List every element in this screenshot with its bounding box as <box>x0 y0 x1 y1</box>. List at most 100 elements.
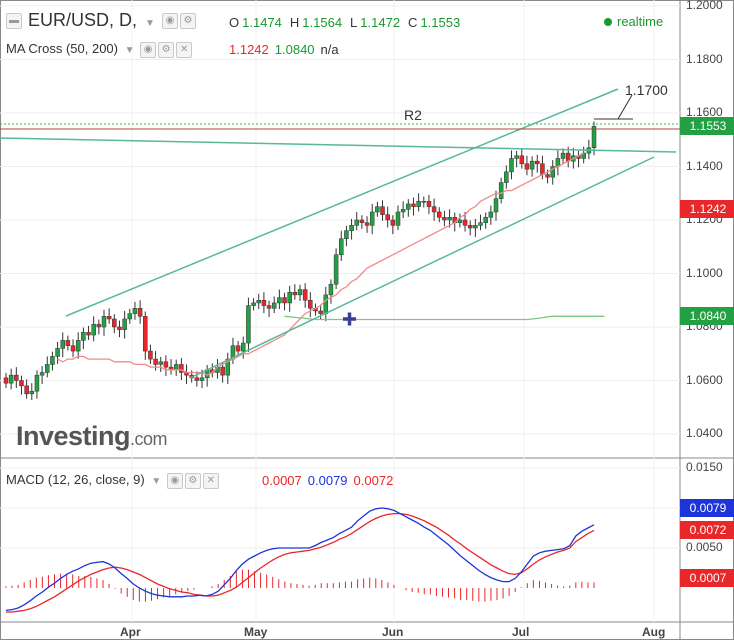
candle-body <box>251 302 256 306</box>
candle-body <box>256 300 261 304</box>
candle-body <box>473 225 478 229</box>
candle-body <box>122 318 127 330</box>
candle-body <box>34 374 40 392</box>
ohlc-value: 1.1474 <box>242 15 282 30</box>
macd-line-value: 0.0079 <box>307 473 348 488</box>
macd-axis-tag: 0.0079 <box>680 499 734 517</box>
time-tick-label: Jun <box>382 625 404 639</box>
candle-body <box>390 219 396 226</box>
candle-body <box>148 350 153 360</box>
candle-body <box>328 283 334 296</box>
gear-icon[interactable]: ⚙ <box>179 13 196 30</box>
candle-body <box>241 342 246 352</box>
candle-body <box>292 291 298 296</box>
ma200-line <box>284 315 605 321</box>
candle-body <box>535 160 540 165</box>
candle-body <box>426 201 432 207</box>
candle-body <box>287 291 292 304</box>
macd-axis-tag: 0.0007 <box>680 569 734 587</box>
candle-body <box>173 364 179 371</box>
target-callout-line <box>617 94 633 120</box>
ohlc-key: H <box>289 15 300 30</box>
candle-body <box>39 372 45 376</box>
candle-body <box>29 390 35 395</box>
candle-body <box>277 297 282 304</box>
candle-body <box>560 152 566 159</box>
candle-body <box>369 211 375 226</box>
macd-legend: MACD (12, 26, close, 9) ▼ ◉ ⚙ ✕ <box>6 472 219 489</box>
candle-body <box>225 358 231 376</box>
ma-na-value: n/a <box>320 42 339 57</box>
chevron-down-icon[interactable]: ▼ <box>124 45 135 56</box>
price-tick-label: 1.1000 <box>686 265 723 280</box>
candle-body <box>411 203 416 207</box>
candle-body <box>447 217 452 221</box>
candle-body <box>545 174 550 178</box>
gear-icon[interactable]: ⚙ <box>184 472 201 489</box>
time-tick-label: May <box>244 625 268 639</box>
candle-body <box>323 294 329 314</box>
close-icon[interactable]: ✕ <box>202 472 219 489</box>
eye-icon[interactable]: ◉ <box>166 472 183 489</box>
macd-axis-tag: 0.0072 <box>680 521 734 539</box>
candle-body <box>194 377 200 381</box>
chevron-down-icon[interactable]: ▼ <box>145 18 155 29</box>
price-axis-tag: 1.1553 <box>680 116 734 135</box>
ma-label: MA Cross (50, 200) <box>6 41 118 56</box>
chevron-down-icon[interactable]: ▼ <box>151 476 162 487</box>
candle-body <box>55 348 60 357</box>
price-tick-label: 1.1600 <box>686 105 723 119</box>
candle-body <box>483 217 488 223</box>
candle-body <box>246 305 251 344</box>
r2-label: R2 <box>404 107 422 123</box>
candle-body <box>437 211 442 218</box>
candle-body <box>467 225 473 229</box>
candle-body <box>271 302 277 309</box>
candle-body <box>50 356 55 365</box>
candle-body <box>297 289 303 296</box>
ohlc-value: 1.1472 <box>360 15 401 30</box>
candle-body <box>60 340 65 349</box>
macd-signal-line <box>6 512 595 613</box>
candle-body <box>14 374 19 381</box>
macd-values: 0.0007 0.0079 0.0072 <box>262 473 393 488</box>
horizontal-trend-line <box>0 137 677 153</box>
candle-body <box>364 222 370 226</box>
time-tick-label: Apr <box>120 625 141 639</box>
close-icon[interactable]: ✕ <box>176 41 193 58</box>
candle-body <box>96 324 102 328</box>
channel-lower-line <box>189 156 655 379</box>
candle-body <box>406 203 411 210</box>
price-tick-label: 1.0400 <box>686 426 723 440</box>
candle-body <box>65 340 71 346</box>
candle-body <box>106 316 112 320</box>
candle-body <box>359 219 365 223</box>
candle-body <box>137 308 143 317</box>
ohlc-key: C <box>408 15 418 30</box>
eye-icon[interactable]: ◉ <box>161 13 178 30</box>
ma-legend: MA Cross (50, 200) ▼ ◉ ⚙ ✕ <box>6 41 193 58</box>
candle-body <box>478 222 483 226</box>
candle-body <box>220 366 225 376</box>
candle-body <box>421 201 427 203</box>
candle-body <box>354 219 359 226</box>
gear-icon[interactable]: ⚙ <box>158 41 175 58</box>
macd-line <box>5 507 595 612</box>
candle-body <box>86 332 91 336</box>
price-axis-tag: 1.1242 <box>680 199 734 218</box>
candle-body <box>400 209 406 213</box>
candle-body <box>101 316 107 328</box>
investing-logo: Investing.com <box>16 421 168 451</box>
ma50-value: 1.1242 <box>229 42 269 57</box>
macd-label: MACD (12, 26, close, 9) <box>6 472 145 487</box>
eye-icon[interactable]: ◉ <box>140 41 157 58</box>
ohlc-key: L <box>350 15 358 30</box>
ohlc-values: O 1.1474 H 1.1564 L 1.1472 C 1.1553 <box>229 15 468 30</box>
realtime-status: realtime <box>604 14 663 29</box>
candle-body <box>132 308 138 314</box>
candle-body <box>488 211 494 218</box>
price-axis-tag: 1.0840 <box>680 307 734 326</box>
collapse-icon[interactable]: ▬ <box>6 13 22 30</box>
candle-body <box>395 211 401 226</box>
